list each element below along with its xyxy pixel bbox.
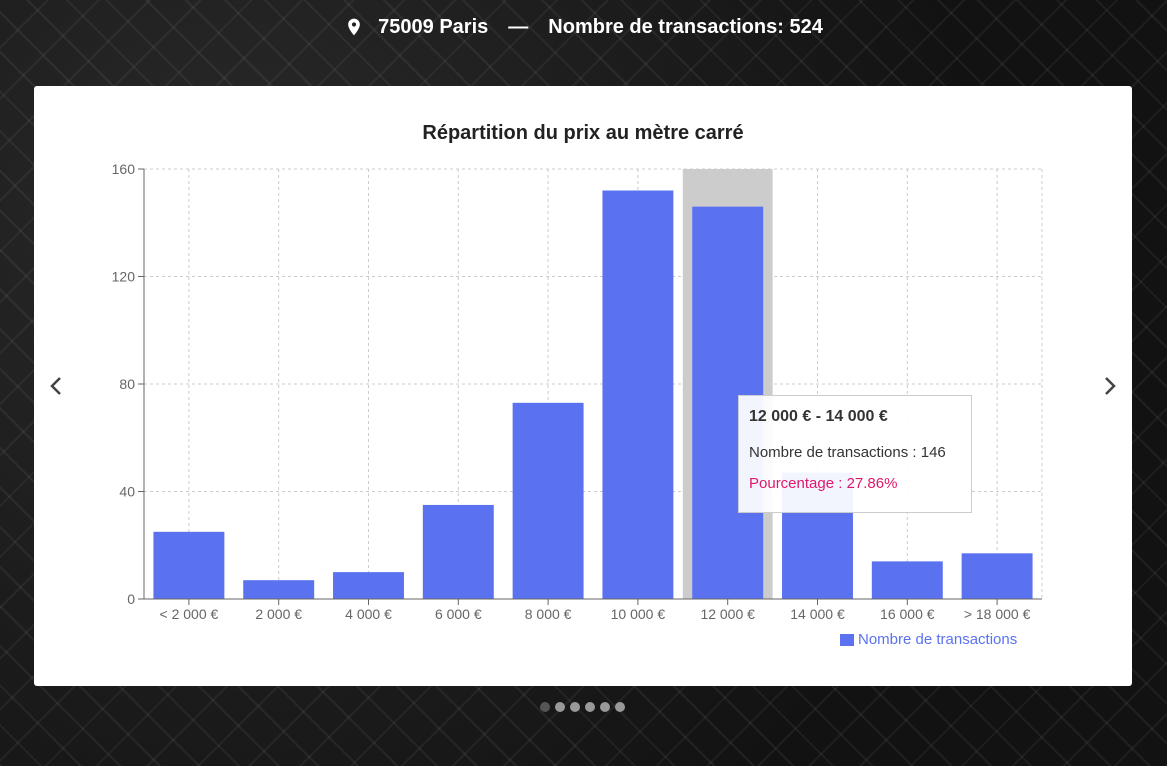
chart-legend[interactable]: Nombre de transactions bbox=[840, 631, 1017, 648]
y-tick-label: 0 bbox=[127, 591, 135, 607]
carousel-dot[interactable] bbox=[615, 702, 625, 712]
x-tick-label: 12 000 € bbox=[700, 606, 755, 622]
chart-card: Répartition du prix au mètre carré 0 40 80… bbox=[34, 86, 1132, 686]
tooltip-count: Nombre de transactions : 146 bbox=[749, 444, 946, 461]
x-tick-label: 6 000 € bbox=[435, 606, 482, 622]
bar bbox=[422, 504, 494, 599]
next-slide-button[interactable] bbox=[1090, 366, 1130, 406]
header-bar: 75009 Paris — Nombre de transactions: 52… bbox=[0, 0, 1167, 54]
bar bbox=[243, 580, 315, 599]
carousel-dot[interactable] bbox=[540, 702, 550, 712]
header-separator: — bbox=[508, 15, 529, 38]
x-tick-label: 4 000 € bbox=[345, 606, 392, 622]
chevron-left-icon bbox=[50, 377, 61, 395]
x-tick-label: 14 000 € bbox=[790, 606, 845, 622]
legend-swatch bbox=[840, 633, 854, 646]
bar bbox=[512, 402, 584, 599]
carousel-dots bbox=[540, 702, 625, 712]
x-tick-label: 8 000 € bbox=[525, 606, 572, 622]
previous-slide-button[interactable] bbox=[36, 366, 76, 406]
carousel-dot[interactable] bbox=[600, 702, 610, 712]
y-tick-label: 80 bbox=[119, 376, 135, 392]
bar bbox=[153, 531, 225, 599]
y-tick-label: 40 bbox=[119, 484, 135, 500]
bar bbox=[961, 553, 1033, 599]
bar-tooltip: 12 000 € - 14 000 € Nombre de transactio… bbox=[738, 395, 972, 513]
x-tick-label: 16 000 € bbox=[880, 606, 935, 622]
y-tick-label: 160 bbox=[112, 161, 136, 177]
bar bbox=[871, 561, 943, 599]
carousel-dot[interactable] bbox=[585, 702, 595, 712]
location-pin-icon bbox=[348, 18, 361, 36]
location-label: 75009 Paris bbox=[378, 15, 489, 38]
x-tick-label: 10 000 € bbox=[611, 606, 666, 622]
chart-title: Répartition du prix au mètre carré bbox=[422, 122, 744, 144]
transaction-count: Nombre de transactions: 524 bbox=[548, 15, 823, 38]
x-tick-label: < 2 000 € bbox=[160, 606, 219, 622]
carousel-dot[interactable] bbox=[555, 702, 565, 712]
x-tick-label: 2 000 € bbox=[255, 606, 302, 622]
chevron-right-icon bbox=[1105, 377, 1116, 395]
tooltip-percentage: Pourcentage : 27.86% bbox=[749, 475, 898, 492]
x-tick-label: > 18 000 € bbox=[964, 606, 1031, 622]
y-tick-label: 120 bbox=[112, 269, 136, 285]
bar-chart: 0 40 80 120 160 < 2 000 € 2 000 € 4 000 € 6 000 … bbox=[112, 161, 1043, 622]
bar bbox=[602, 190, 674, 599]
tooltip-title: 12 000 € - 14 000 € bbox=[749, 408, 888, 425]
legend-label: Nombre de transactions bbox=[858, 631, 1018, 648]
bar bbox=[333, 572, 404, 599]
carousel-dot[interactable] bbox=[570, 702, 580, 712]
